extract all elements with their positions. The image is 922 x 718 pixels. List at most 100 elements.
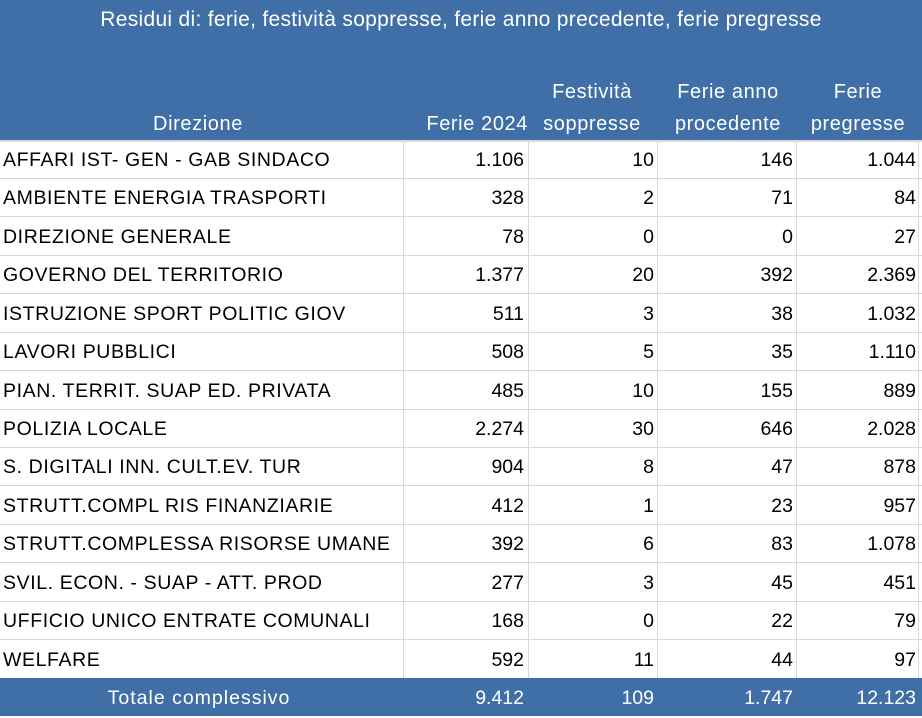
total-row: Totale complessivo 9.412 109 1.747 12.12… [0,678,922,716]
cell-direzione: UFFICIO UNICO ENTRATE COMUNALI [3,610,371,633]
cell-festivita: 11 [633,648,654,671]
cell-ferie-anno: 23 [771,494,793,517]
table-row: DIREZIONE GENERALE 78 0 0 27 [0,217,922,256]
cell-ferie-pregresse: 957 [883,494,916,517]
cell-festivita: 3 [643,571,654,594]
header-ferie-pregresse: Ferie pregresse [798,76,918,140]
header-ferie-anno-line2: procedente [674,113,782,135]
cell-ferie-anno: 155 [760,379,793,402]
cell-ferie-pregresse: 1.032 [867,302,916,325]
header-direzione: Direzione [80,108,316,140]
cell-ferie-2024: 592 [491,648,524,671]
cell-ferie-pregresse: 84 [894,187,916,210]
cell-ferie-2024: 485 [491,379,524,402]
table-row: LAVORI PUBBLICI 508 5 35 1.110 [0,332,922,372]
cell-festivita: 0 [643,610,654,633]
table-row: SVIL. ECON. - SUAP - ATT. PROD 277 3 45 451 [0,563,922,602]
column-divider [528,140,529,678]
cell-ferie-2024: 277 [491,571,524,594]
table-row: S. DIGITALI INN. CULT.EV. TUR 904 8 47 878 [0,447,922,487]
cell-ferie-2024: 1.377 [475,264,524,287]
total-festivita: 109 [621,687,654,709]
cell-direzione: SVIL. ECON. - SUAP - ATT. PROD [3,571,323,594]
column-divider [918,140,919,678]
cell-ferie-anno: 0 [782,225,793,248]
cell-ferie-2024: 511 [492,302,524,325]
cell-ferie-anno: 71 [771,187,793,210]
cell-ferie-2024: 78 [502,225,524,248]
table-title: Residui di: ferie, festività soppresse, … [100,8,822,31]
cell-ferie-anno: 44 [771,648,793,671]
header-ferie-pregresse-line2: pregresse [810,113,906,135]
table-row: ISTRUZIONE SPORT POLITIC GIOV 511 3 38 1.032 [0,294,922,333]
total-ferie-anno: 1.747 [744,687,793,709]
header-festivita: Festività soppresse [530,76,654,140]
cell-festivita: 10 [632,149,654,171]
column-divider [796,140,797,678]
cell-ferie-2024: 412 [491,494,524,517]
table-row: AMBIENTE ENERGIA TRASPORTI 328 2 71 84 [0,178,922,218]
cell-direzione: AFFARI IST- GEN - GAB SINDACO [3,149,331,171]
cell-ferie-anno: 392 [760,264,793,287]
cell-direzione: STRUTT.COMPLESSA RISORSE UMANE [3,533,391,556]
cell-festivita: 10 [632,379,654,402]
cell-direzione: S. DIGITALI INN. CULT.EV. TUR [3,456,302,479]
cell-ferie-anno: 38 [771,302,793,325]
cell-ferie-pregresse: 878 [883,456,916,479]
cell-ferie-2024: 392 [491,533,524,556]
cell-ferie-2024: 2.274 [475,418,524,440]
total-ferie-pregresse: 12.123 [856,687,916,709]
table-row: STRUTT.COMPLESSA RISORSE UMANE 392 6 83 1.07… [0,524,922,564]
cell-ferie-anno: 146 [760,149,793,171]
cell-ferie-pregresse: 1.044 [867,149,916,171]
cell-direzione: AMBIENTE ENERGIA TRASPORTI [3,187,327,210]
header-ferie-2024-label: Ferie 2024 [426,113,528,135]
cell-ferie-anno: 35 [771,341,793,364]
header-ferie-anno-line1: Ferie anno [677,81,779,103]
cell-ferie-anno: 47 [771,456,793,479]
table-header-band: Residui di: ferie, festività soppresse, … [0,0,922,142]
cell-ferie-pregresse: 889 [883,379,916,402]
cell-ferie-pregresse: 97 [894,648,916,671]
cell-direzione: ISTRUZIONE SPORT POLITIC GIOV [3,302,346,325]
cell-ferie-anno: 22 [771,610,793,633]
cell-ferie-pregresse: 1.110 [868,341,916,364]
header-festivita-line1: Festività [552,81,632,103]
header-direzione-label: Direzione [153,113,243,135]
cell-ferie-pregresse: 2.369 [867,264,916,287]
header-ferie-anno: Ferie anno procedente [660,76,796,140]
cell-direzione: LAVORI PUBBLICI [3,341,177,364]
header-ferie-2024: Ferie 2024 [404,108,528,140]
cell-direzione: PIAN. TERRIT. SUAP ED. PRIVATA [3,379,332,402]
cell-festivita: 30 [632,418,654,440]
cell-ferie-pregresse: 27 [894,225,916,248]
header-ferie-pregresse-line1: Ferie [833,81,883,103]
cell-festivita: 6 [643,533,654,556]
cell-ferie-pregresse: 79 [894,610,916,633]
cell-direzione: WELFARE [3,648,101,671]
table-row: PIAN. TERRIT. SUAP ED. PRIVATA 485 10 155 88… [0,371,922,410]
cell-festivita: 5 [643,341,654,364]
cell-ferie-anno: 646 [760,418,793,440]
cell-ferie-anno: 45 [771,571,793,594]
column-divider [657,140,658,678]
column-divider [403,140,404,678]
cell-festivita: 0 [643,225,654,248]
cell-festivita: 1 [643,494,654,517]
cell-festivita: 8 [643,456,654,479]
table-row: WELFARE 592 11 44 97 [0,640,922,679]
table-row: POLIZIA LOCALE 2.274 30 646 2.028 [0,409,922,448]
cell-festivita: 2 [643,187,654,210]
cell-ferie-pregresse: 2.028 [867,418,916,440]
cell-ferie-2024: 328 [491,187,524,210]
cell-ferie-2024: 508 [491,341,524,364]
cell-ferie-pregresse: 1.078 [867,533,916,556]
cell-ferie-2024: 168 [491,610,524,633]
cell-festivita: 20 [632,264,654,287]
table-row: UFFICIO UNICO ENTRATE COMUNALI 168 0 22 79 [0,601,922,641]
cell-ferie-anno: 83 [771,533,793,556]
table-row: AFFARI IST- GEN - GAB SINDACO 1.106 10 146 1… [0,140,922,179]
cell-direzione: STRUTT.COMPL RIS FINANZIARIE [3,494,334,517]
table-row: STRUTT.COMPL RIS FINANZIARIE 412 1 23 957 [0,486,922,525]
